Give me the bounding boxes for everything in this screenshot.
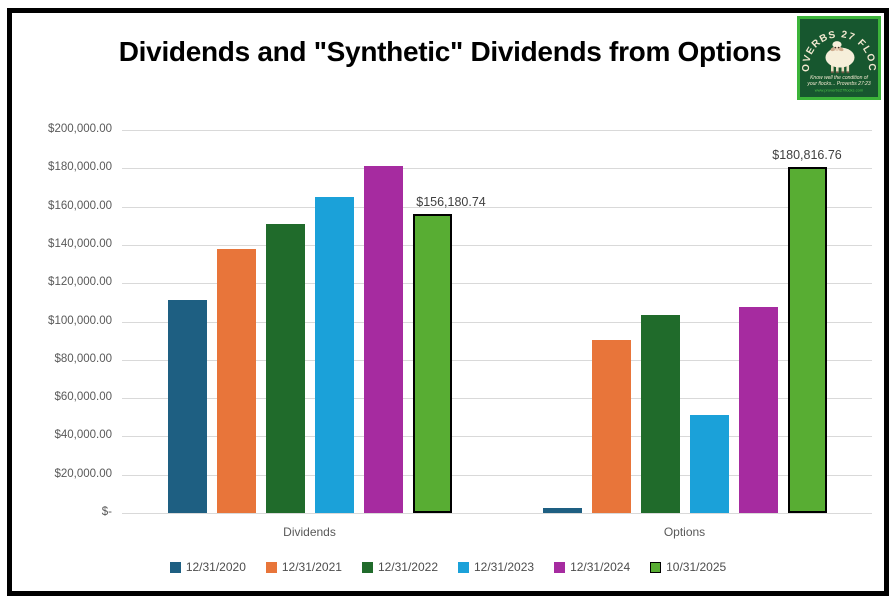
logo-url-text: www.proverbs27flocks.com — [815, 88, 864, 93]
legend-item: 10/31/2025 — [650, 560, 726, 574]
legend-swatch — [554, 561, 566, 573]
bar-dividends-12-31-2021 — [216, 248, 256, 513]
legend-label: 12/31/2024 — [570, 560, 631, 574]
logo: PROVERBS 27 FLOCKS Know well th — [796, 11, 881, 100]
legend-item: 12/31/2021 — [265, 560, 342, 574]
y-axis-tick-label: $200,000.00 — [48, 123, 112, 135]
bar-dividends-12-31-2023 — [314, 197, 354, 513]
legend-label: 12/31/2020 — [185, 560, 246, 574]
legend-item: 12/31/2020 — [169, 560, 246, 574]
gridline — [122, 283, 872, 285]
data-label: $156,180.74 — [416, 194, 486, 209]
category-label: Options — [663, 525, 706, 539]
bar-dividends-12-31-2020 — [167, 300, 207, 513]
logo-graphic: PROVERBS 27 FLOCKS Know well th — [796, 11, 876, 93]
y-axis-tick-label: $20,000.00 — [54, 467, 112, 480]
y-axis-tick-label: $80,000.00 — [54, 352, 112, 365]
gridline — [122, 513, 872, 514]
bar-options-12-31-2020 — [542, 507, 582, 513]
gridline — [122, 130, 872, 131]
category-label: Dividends — [283, 525, 336, 539]
gridline — [122, 398, 872, 400]
legend-swatch — [169, 561, 181, 573]
legend-label: 12/31/2021 — [281, 560, 342, 574]
data-label: $180,816.76 — [772, 147, 842, 162]
y-axis-tick-label: $140,000.00 — [48, 237, 112, 250]
sheep-icon — [825, 41, 855, 74]
y-axis-tick-label: $100,000.00 — [48, 314, 112, 327]
gridline — [122, 244, 872, 246]
chart-title: Dividends and "Synthetic" Dividends from… — [118, 36, 782, 67]
bar-options-12-31-2024 — [738, 306, 778, 513]
bar-options-12-31-2023 — [689, 415, 729, 513]
logo-tagline-line1: Know well the condition of — [810, 75, 868, 81]
y-axis-tick-label: $160,000.00 — [48, 199, 112, 212]
legend-swatch — [458, 561, 469, 573]
bar-options-10-31-2025 — [787, 166, 827, 513]
gridline — [122, 321, 872, 323]
legend-label: 12/31/2023 — [474, 560, 535, 574]
y-axis-tick-label: $60,000.00 — [54, 391, 112, 404]
bar-dividends-12-31-2022 — [265, 223, 305, 513]
bar-options-12-31-2021 — [591, 340, 631, 513]
bar-dividends-10-31-2025 — [412, 213, 452, 513]
y-axis-tick-label: $- — [101, 506, 112, 518]
logo-tagline-line2: your flocks... Proverbs 27:23 — [806, 81, 871, 87]
legend-item: 12/31/2024 — [554, 560, 630, 574]
y-axis-tick-label: $40,000.00 — [54, 429, 112, 442]
gridline — [122, 206, 872, 208]
bar-dividends-12-31-2024 — [363, 166, 403, 513]
legend: 12/31/2020 12/31/2021 12/31/2022 12/31/2023… — [0, 560, 896, 574]
y-axis-tick-label: $180,000.00 — [48, 161, 112, 174]
legend-swatch — [650, 561, 662, 573]
bar-options-12-31-2022 — [640, 314, 680, 513]
gridline — [122, 359, 872, 361]
legend-swatch — [265, 561, 277, 573]
legend-swatch — [361, 561, 373, 573]
legend-label: 12/31/2022 — [377, 560, 438, 574]
legend-label: 10/31/2025 — [666, 560, 727, 574]
legend-item: 12/31/2022 — [361, 560, 438, 574]
gridline — [122, 168, 872, 170]
legend-item: 12/31/2023 — [458, 560, 534, 574]
gridline — [122, 436, 872, 438]
gridline — [122, 474, 872, 476]
y-axis-tick-label: $120,000.00 — [48, 276, 112, 289]
